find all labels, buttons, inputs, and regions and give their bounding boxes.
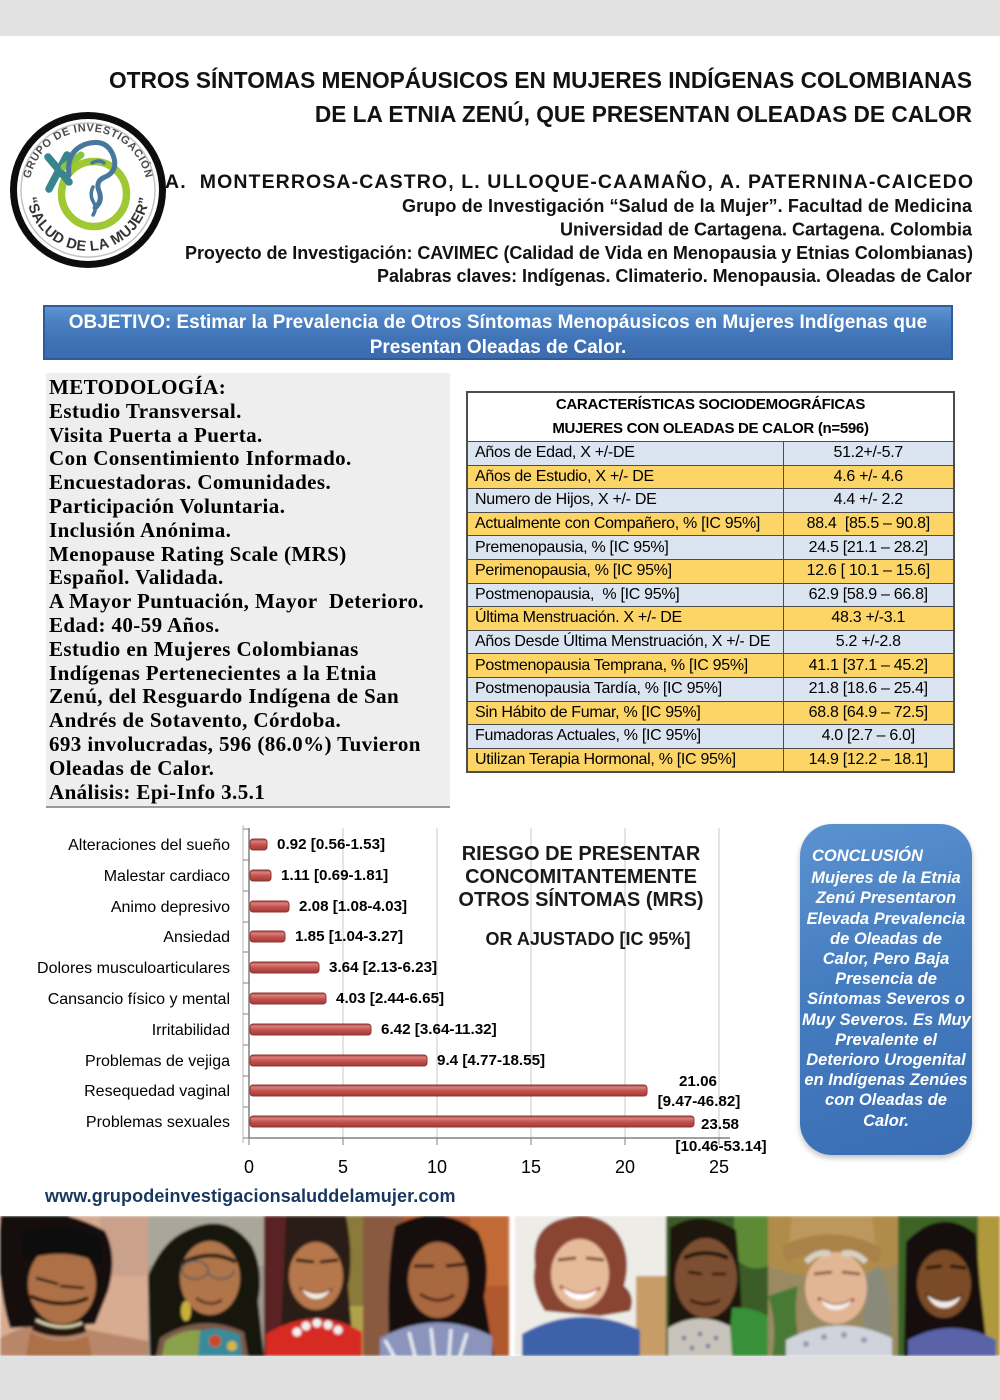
svg-text:Universidad de Cartagena. Cart: Universidad de Cartagena. Cartagena. Col… bbox=[560, 220, 973, 240]
svg-text:Animo depresivo: Animo depresivo bbox=[111, 899, 230, 916]
svg-text:6.42 [3.64-11.32]: 6.42 [3.64-11.32] bbox=[381, 1021, 497, 1038]
svg-text:0.92 [0.56-1.53]: 0.92 [0.56-1.53] bbox=[277, 836, 385, 853]
svg-text:1.11 [0.69-1.81]: 1.11 [0.69-1.81] bbox=[281, 867, 388, 884]
svg-text:[9.47-46.82]: [9.47-46.82] bbox=[658, 1093, 741, 1110]
svg-text:Malestar cardiaco: Malestar cardiaco bbox=[104, 868, 230, 885]
svg-text:21.06: 21.06 bbox=[679, 1073, 717, 1090]
svg-text:Problemas de vejiga: Problemas de vejiga bbox=[85, 1053, 230, 1070]
svg-text:Problemas sexuales: Problemas sexuales bbox=[86, 1114, 230, 1131]
svg-text:Dolores musculoarticulares: Dolores musculoarticulares bbox=[37, 960, 230, 977]
svg-text:1.85 [1.04-3.27]: 1.85 [1.04-3.27] bbox=[295, 928, 403, 945]
svg-text:OTROS SÍNTOMAS (MRS): OTROS SÍNTOMAS (MRS) bbox=[458, 888, 703, 911]
svg-text:0: 0 bbox=[244, 1157, 254, 1177]
svg-text:Cansancio físico y mental: Cansancio físico y mental bbox=[48, 991, 230, 1008]
svg-text:A. MONTERROSA-CASTRO, L. ULLO: A. MONTERROSA-CASTRO, L. ULLOQUE-CAAMAÑO… bbox=[165, 170, 973, 193]
svg-text:20: 20 bbox=[615, 1157, 635, 1177]
svg-text:15: 15 bbox=[521, 1157, 541, 1177]
svg-text:Palabras claves: Indígenas. Cl: Palabras claves: Indígenas. Climaterio. … bbox=[377, 266, 972, 286]
svg-text:Alteraciones del sueño: Alteraciones del sueño bbox=[68, 837, 230, 854]
svg-text:Ansiedad: Ansiedad bbox=[163, 929, 230, 946]
svg-text:RIESGO DE PRESENTAR: RIESGO DE PRESENTAR bbox=[462, 843, 701, 865]
svg-text:Resequedad vaginal: Resequedad vaginal bbox=[84, 1083, 230, 1100]
svg-text:Proyecto de Investigación: CAV: Proyecto de Investigación: CAVIMEC (Cali… bbox=[185, 243, 973, 263]
svg-text:10: 10 bbox=[427, 1157, 447, 1177]
svg-text:2.08 [1.08-4.03]: 2.08 [1.08-4.03] bbox=[299, 898, 407, 915]
svg-text:OR AJUSTADO [IC 95%]: OR AJUSTADO [IC 95%] bbox=[485, 929, 690, 949]
svg-text:25: 25 bbox=[709, 1157, 729, 1177]
svg-text:23.58: 23.58 bbox=[701, 1116, 739, 1133]
svg-text:4.03 [2.44-6.65]: 4.03 [2.44-6.65] bbox=[336, 990, 444, 1007]
svg-text:3.64 [2.13-6.23]: 3.64 [2.13-6.23] bbox=[329, 959, 437, 976]
svg-text:[10.46-53.14]: [10.46-53.14] bbox=[675, 1138, 766, 1155]
svg-text:Grupo de Investigación “Salud: Grupo de Investigación “Salud de la Muje… bbox=[402, 196, 973, 216]
svg-text:9.4 [4.77-18.55]: 9.4 [4.77-18.55] bbox=[437, 1052, 545, 1069]
svg-text:Irritabilidad: Irritabilidad bbox=[152, 1022, 230, 1039]
svg-text:CONCOMITANTEMENTE: CONCOMITANTEMENTE bbox=[465, 866, 697, 888]
svg-text:5: 5 bbox=[338, 1157, 348, 1177]
